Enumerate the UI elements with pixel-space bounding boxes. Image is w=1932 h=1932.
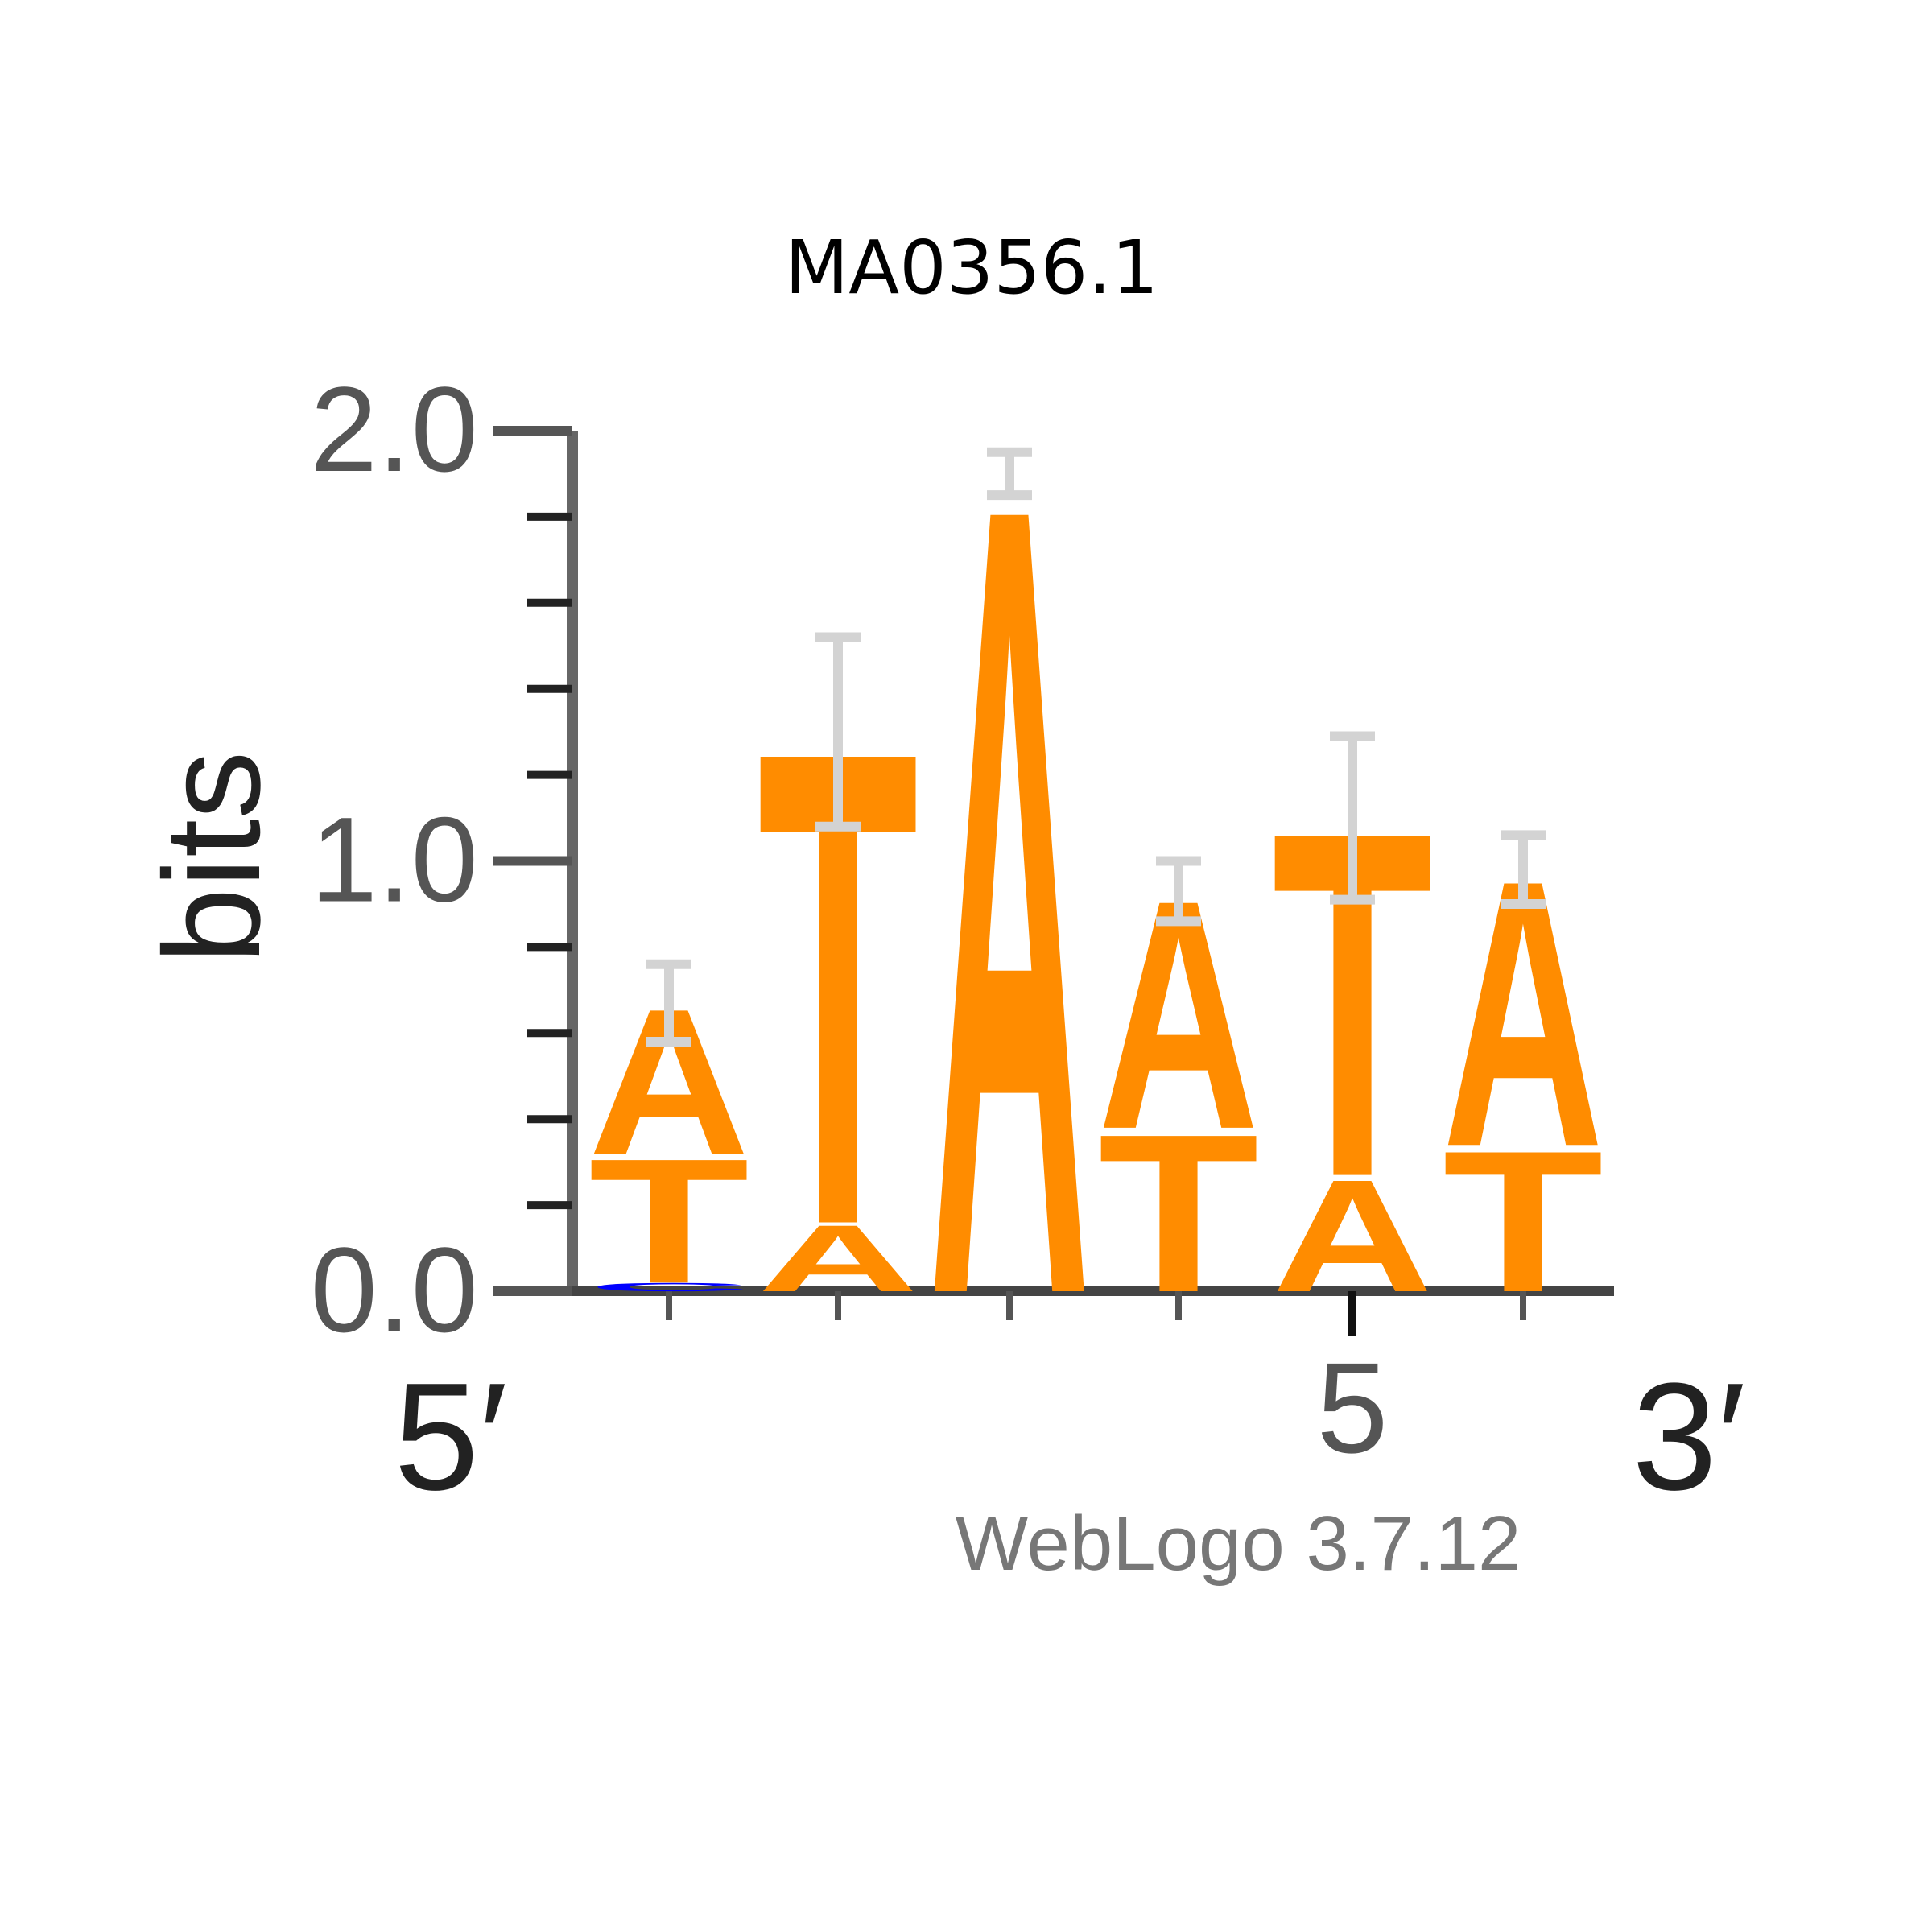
- three-prime-label: 3′: [1632, 1352, 1745, 1522]
- y-tick-label: 1.0: [310, 792, 478, 927]
- svg-text:T: T: [1443, 1109, 1604, 1335]
- error-bar: [1156, 856, 1201, 927]
- logo-letter: A: [1272, 1146, 1433, 1326]
- svg-text:T: T: [588, 1121, 749, 1321]
- svg-text:A: A: [758, 1205, 919, 1311]
- svg-text:A: A: [1272, 1146, 1433, 1326]
- logo-letter: T: [1443, 1109, 1604, 1335]
- y-tick-label: 2.0: [310, 361, 478, 497]
- five-prime-label: 5′: [394, 1352, 507, 1522]
- x-tick-marks: 5: [666, 1291, 1526, 1480]
- logo-letter: C: [588, 1281, 749, 1294]
- logo-letter: T: [1098, 1088, 1259, 1340]
- y-tick-labels: 0.0 1.0 2.0: [310, 361, 478, 1357]
- weblogo-credit: WebLogo 3.7.12: [956, 1501, 1521, 1587]
- y-tick-label: 0.0: [310, 1222, 478, 1357]
- svg-text:C: C: [588, 1281, 749, 1294]
- error-bars: [646, 447, 1546, 1046]
- error-bar: [1501, 830, 1546, 909]
- error-bar: [987, 447, 1032, 501]
- y-tick-marks: [493, 426, 572, 1296]
- chart-title: MA0356.1: [785, 225, 1158, 311]
- error-bar: [815, 632, 861, 832]
- logo-letter: A: [758, 1205, 919, 1311]
- error-bar: [1330, 731, 1375, 905]
- y-axis-label: bits: [136, 751, 289, 964]
- x-tick-label: 5: [1317, 1335, 1389, 1480]
- logo-letter: T: [588, 1121, 749, 1321]
- error-bar: [646, 959, 691, 1046]
- svg-text:T: T: [1098, 1088, 1259, 1340]
- letter-stack: CTA: [588, 965, 749, 1320]
- letter-stack: TA: [1443, 801, 1604, 1335]
